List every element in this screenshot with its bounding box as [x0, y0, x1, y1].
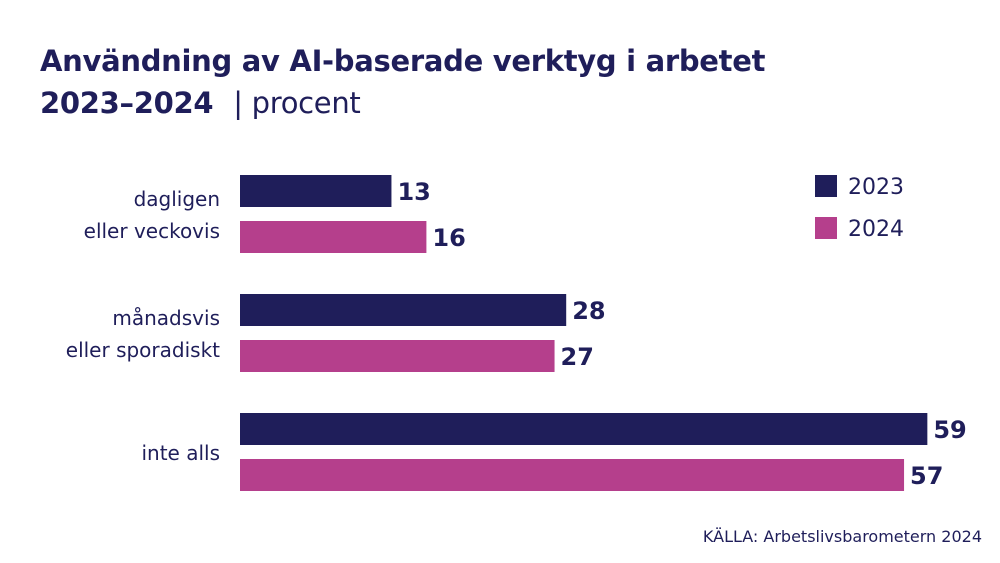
chart-title: Användning av AI-baserade verktyg i arbe…	[40, 44, 766, 78]
legend-swatch-2024	[815, 217, 837, 239]
data-label: 59	[933, 416, 966, 444]
category-label: eller sporadiskt	[66, 338, 220, 362]
bar-2023	[240, 413, 928, 445]
category-label: månadsvis	[112, 306, 220, 330]
data-label: 28	[572, 297, 605, 325]
legend-label: 2023	[848, 175, 904, 200]
bar-2024	[240, 340, 555, 372]
legend-swatch-2023	[815, 175, 837, 197]
category-label: dagligen	[134, 187, 220, 211]
legend-label: 2024	[848, 217, 904, 242]
data-label: 13	[397, 178, 430, 206]
data-label: 27	[561, 343, 594, 371]
bar-2023	[240, 175, 392, 207]
category-label: inte alls	[141, 441, 220, 465]
bar-2024	[240, 459, 905, 491]
subtitle-years: 2023–2024	[40, 86, 214, 120]
category-label: eller veckovis	[84, 219, 220, 243]
unit-label: | procent	[233, 86, 361, 120]
bar-2023	[240, 294, 567, 326]
chart-subtitle: 2023–2024 | procent	[40, 86, 361, 120]
data-label: 16	[432, 224, 465, 252]
bar-2024	[240, 221, 427, 253]
source-note: KÄLLA: Arbetslivsbarometern 2024	[702, 527, 982, 546]
data-label: 57	[910, 462, 943, 490]
